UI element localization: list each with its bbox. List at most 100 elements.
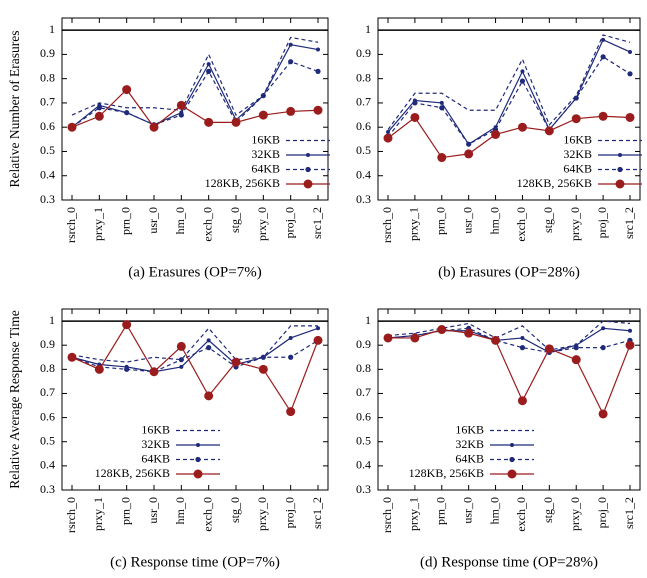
caption: (c) Response time (OP=7%): [110, 554, 280, 570]
x-tick-label: src1_2: [622, 497, 636, 529]
point: [67, 122, 77, 132]
series-line: [71, 339, 319, 373]
point: [204, 117, 214, 127]
plot-frame: [61, 308, 329, 491]
legend-marker: [509, 456, 515, 463]
point: [628, 328, 632, 333]
point: [231, 117, 241, 127]
series-line: [71, 60, 319, 128]
x-tick-label: proj_0: [595, 207, 609, 238]
point: [410, 333, 420, 343]
point: [383, 333, 393, 343]
y-tick-label: 0.6: [40, 119, 55, 133]
y-tick-label: 0.9: [40, 46, 55, 60]
x-tick-label: stg_0: [228, 207, 242, 233]
y-tick-label: 0.3: [40, 192, 55, 206]
series-line: [71, 44, 319, 128]
x-tick-label: rsrch_0: [380, 497, 394, 533]
x-tick-label: prn_0: [118, 497, 132, 525]
x-tick-label: prxy_0: [255, 207, 269, 241]
point: [386, 130, 390, 135]
x-tick-label: src1_2: [310, 497, 324, 529]
x-tick-label: hm_0: [173, 497, 187, 524]
legend-marker: [618, 153, 622, 157]
series-line: [71, 327, 319, 373]
point: [231, 357, 241, 367]
y-tick-label: 0.6: [40, 409, 55, 423]
point: [122, 320, 132, 330]
legend-label: 64KB: [141, 451, 170, 465]
point: [206, 68, 212, 74]
point: [288, 42, 293, 47]
point: [96, 105, 102, 111]
legend-label: 16KB: [141, 422, 170, 436]
x-tick-label: prn_0: [118, 207, 132, 235]
point: [517, 396, 527, 406]
point: [313, 105, 323, 115]
series-line: [387, 327, 631, 354]
point: [286, 106, 296, 116]
y-tick-label: 0.3: [40, 482, 55, 496]
point: [573, 345, 579, 351]
series-line: [71, 88, 319, 129]
point: [286, 407, 296, 417]
x-tick-label: exch_0: [514, 207, 528, 242]
point: [288, 335, 293, 340]
legend-label: 32KB: [141, 437, 170, 451]
legend-label: 32KB: [251, 147, 280, 161]
point: [437, 153, 447, 163]
x-tick-label: prxy_0: [255, 497, 269, 531]
x-tick-label: rsrch_0: [64, 207, 78, 243]
point: [176, 100, 186, 110]
point: [315, 68, 321, 74]
x-tick-label: usr_0: [146, 207, 160, 234]
caption: (a) Erasures (OP=7%): [128, 264, 261, 280]
point: [573, 95, 579, 101]
y-tick-label: 0.7: [40, 95, 55, 109]
point: [258, 110, 268, 120]
x-tick-label: usr_0: [146, 497, 160, 524]
point: [206, 338, 211, 343]
legend-label: 64KB: [563, 161, 592, 175]
legend-label: 64KB: [251, 161, 280, 175]
point: [600, 345, 606, 351]
point: [124, 366, 130, 372]
point: [464, 149, 474, 159]
point: [519, 78, 526, 84]
point: [316, 326, 320, 331]
x-tick-label: proj_0: [595, 497, 609, 528]
point: [313, 335, 323, 345]
legend-marker: [617, 166, 623, 173]
legend-label: 16KB: [563, 132, 592, 146]
y-tick-label: 0.8: [40, 70, 55, 84]
legend-marker: [615, 179, 625, 189]
legend-marker: [510, 443, 514, 447]
point: [124, 110, 130, 116]
series-line: [387, 320, 631, 351]
x-tick-label: prxy_0: [568, 207, 582, 241]
point: [410, 112, 420, 122]
legend-label: 32KB: [455, 437, 484, 451]
legend-label: 128KB, 256KB: [205, 176, 280, 190]
y-tick-label: 0.5: [356, 143, 371, 157]
y-tick-label: 0.8: [356, 361, 371, 375]
y-tick-label: 0.9: [356, 337, 371, 351]
x-tick-label: usr_0: [460, 497, 474, 524]
point: [464, 328, 474, 338]
point: [260, 93, 266, 99]
y-tick-label: 0.8: [356, 70, 371, 84]
x-tick-label: prxy_1: [91, 497, 105, 531]
caption: (d) Response time (OP=28%): [420, 554, 598, 570]
y-tick-label: 0.4: [356, 167, 371, 181]
y-tick-label: 0.3: [356, 192, 371, 206]
x-tick-label: stg_0: [541, 497, 555, 523]
point: [260, 354, 266, 360]
y-tick-label: 0.7: [356, 95, 371, 109]
point: [600, 54, 606, 60]
x-tick-label: proj_0: [282, 497, 296, 528]
y-tick-label: 0.7: [356, 385, 371, 399]
y-tick-label: 0.7: [40, 385, 55, 399]
point: [179, 364, 184, 369]
y-tick-label: 0.6: [356, 119, 371, 133]
y-tick-label: 1: [365, 313, 371, 327]
